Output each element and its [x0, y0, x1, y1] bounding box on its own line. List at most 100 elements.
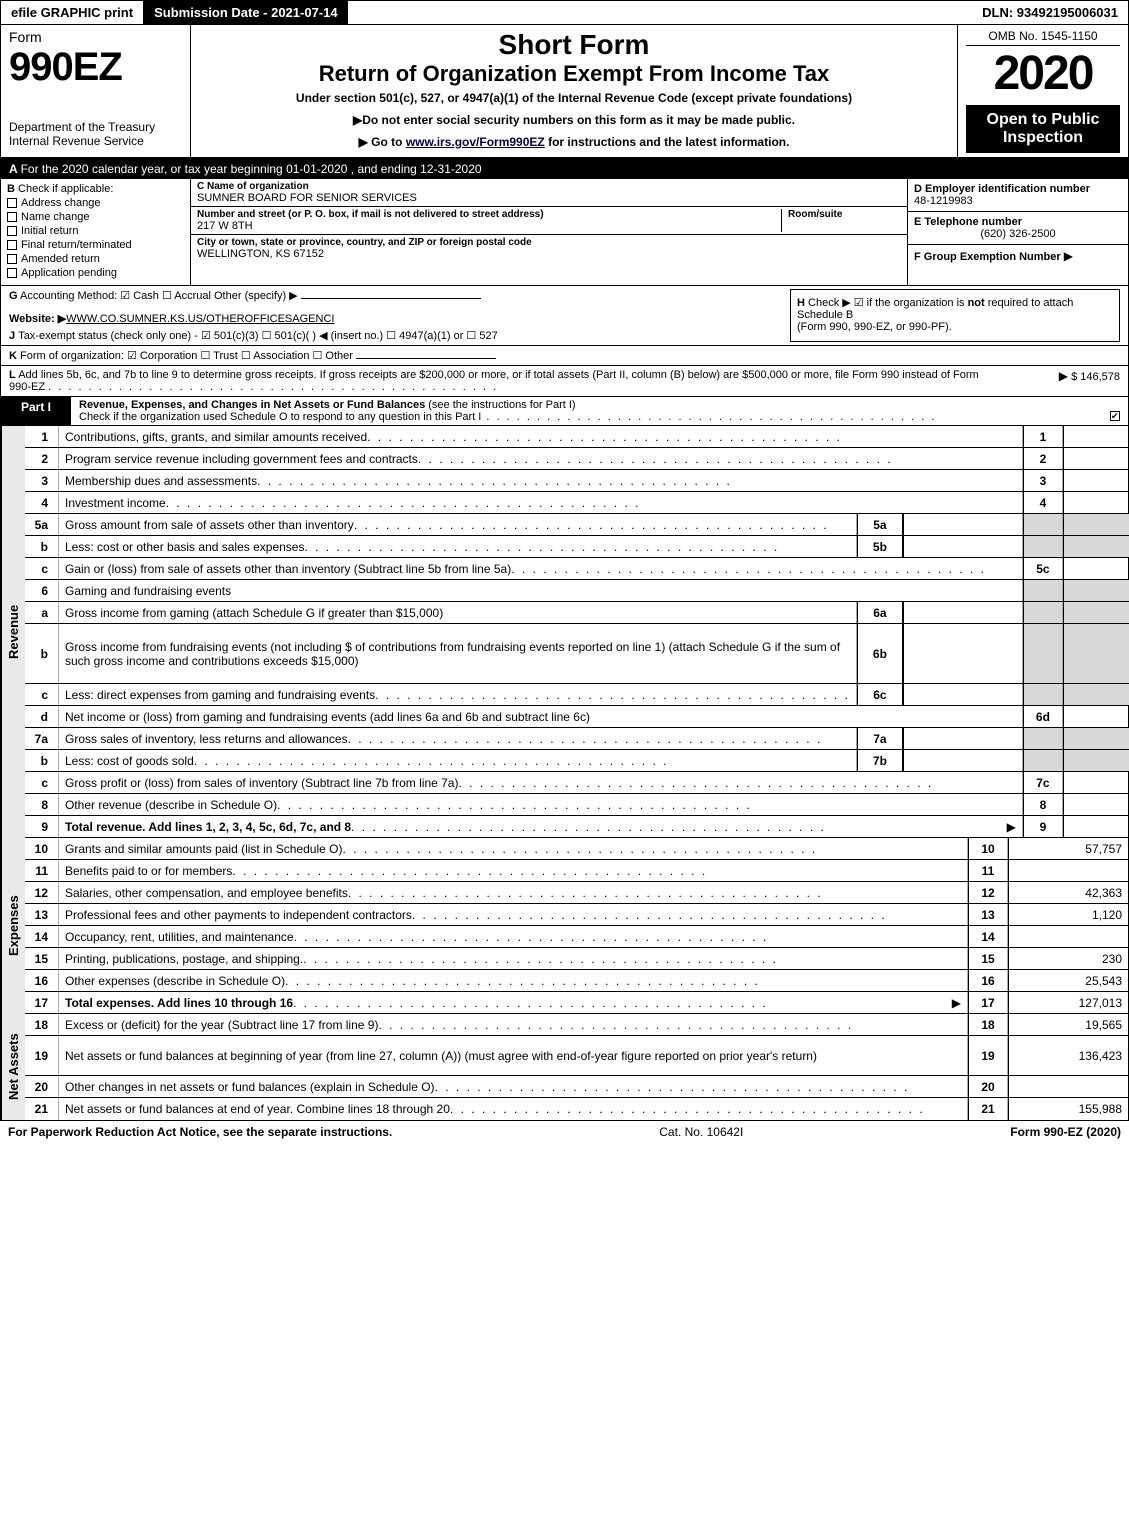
out-line-num: 19	[968, 1036, 1008, 1075]
line-desc: Less: direct expenses from gaming and fu…	[65, 688, 375, 702]
row-7b: b Less: cost of goods sold 7b	[25, 750, 1129, 772]
tel-label: E Telephone number	[914, 216, 1122, 228]
line-value: 146,578	[1063, 816, 1129, 837]
line-value: 1,082	[1063, 448, 1129, 469]
line-value: 1,120	[1008, 904, 1128, 925]
revenue-section: Revenue 1 Contributions, gifts, grants, …	[1, 426, 1128, 838]
line-desc: Gaming and fundraising events	[65, 584, 231, 598]
part-1-header: Part I Revenue, Expenses, and Changes in…	[1, 397, 1128, 426]
gross-receipts-amount: $ 146,578	[1071, 371, 1120, 383]
check-address-change[interactable]: Address change	[7, 197, 184, 209]
line-value	[1063, 624, 1129, 683]
efile-print-button[interactable]: efile GRAPHIC print	[1, 1, 144, 24]
checkbox-icon	[7, 268, 17, 278]
line-desc: Contributions, gifts, grants, and simila…	[65, 430, 367, 444]
line-num: 7a	[25, 728, 59, 749]
form-number: 990EZ	[9, 45, 182, 90]
line-value: 145,073	[1063, 426, 1129, 447]
check-amended-return[interactable]: Amended return	[7, 253, 184, 265]
out-line-num	[1023, 728, 1063, 749]
check-initial-return[interactable]: Initial return	[7, 225, 184, 237]
out-line-num: 6d	[1023, 706, 1063, 727]
out-line-num: 21	[968, 1098, 1008, 1120]
line-value: 42,363	[1008, 882, 1128, 903]
line-desc: Net income or (loss) from gaming and fun…	[65, 710, 590, 724]
ssn-warning-text: Do not enter social security numbers on …	[362, 113, 795, 127]
out-line-num: 5c	[1023, 558, 1063, 579]
catalog-number: Cat. No. 10642I	[659, 1125, 743, 1139]
line-desc: Membership dues and assessments	[65, 474, 257, 488]
check-name-change[interactable]: Name change	[7, 211, 184, 223]
arrow-icon	[1064, 251, 1073, 263]
line-num: 1	[25, 426, 59, 447]
line-num: 13	[25, 904, 59, 925]
checkbox-icon	[7, 254, 17, 264]
right-header-block: OMB No. 1545-1150 2020 Open to Public In…	[958, 25, 1128, 157]
out-line-num: 10	[968, 838, 1008, 859]
tax-year: 2020	[966, 46, 1120, 101]
line-num: c	[25, 772, 59, 793]
out-line-num: 8	[1023, 794, 1063, 815]
revenue-band: Revenue	[1, 426, 25, 838]
line-num: 10	[25, 838, 59, 859]
room-label: Room/suite	[788, 209, 901, 220]
open-to-public: Open to Public Inspection	[966, 105, 1120, 153]
section-b: B Check if applicable: Address change Na…	[1, 179, 191, 285]
line-desc: Gross amount from sale of assets other t…	[65, 518, 354, 532]
line-value: 155	[1063, 794, 1129, 815]
line-desc: Other changes in net assets or fund bala…	[65, 1080, 435, 1094]
spacer	[348, 1, 973, 24]
out-line-num: 1	[1023, 426, 1063, 447]
out-line-num: 13	[968, 904, 1008, 925]
inner-value	[903, 624, 1023, 683]
line-desc: Less: cost of goods sold	[65, 754, 194, 768]
row-6: 6 Gaming and fundraising events	[25, 580, 1129, 602]
dept-irs: Internal Revenue Service	[9, 134, 182, 148]
line-h-post2: (Form 990, 990-EZ, or 990-PF).	[797, 321, 952, 333]
line-value	[1063, 728, 1129, 749]
line-desc: Other revenue (describe in Schedule O)	[65, 798, 277, 812]
line-desc: Net assets or fund balances at beginning…	[65, 1049, 817, 1063]
section-def: D Employer identification number 48-1219…	[908, 179, 1128, 285]
instructions-link[interactable]: www.irs.gov/Form990EZ	[406, 135, 545, 149]
line-value	[1008, 926, 1128, 947]
schedule-o-checkbox[interactable]	[1110, 411, 1120, 421]
line-g-h: G Accounting Method: ☑ Cash ☐ Accrual Ot…	[1, 286, 1128, 346]
website-url[interactable]: WWW.CO.SUMNER.KS.US/OTHEROFFICESAGENCI	[66, 313, 334, 325]
check-label: Address change	[21, 197, 101, 209]
line-num: 14	[25, 926, 59, 947]
out-line-num: 11	[968, 860, 1008, 881]
line-desc: Total revenue. Add lines 1, 2, 3, 4, 5c,…	[65, 820, 351, 834]
row-12: 12 Salaries, other compensation, and emp…	[25, 882, 1128, 904]
ssn-warning: Do not enter social security numbers on …	[199, 113, 949, 127]
row-16: 16 Other expenses (describe in Schedule …	[25, 970, 1128, 992]
out-line-num	[1023, 750, 1063, 771]
city-state-zip: WELLINGTON, KS 67152	[197, 248, 901, 260]
inner-value	[903, 514, 1023, 535]
out-line-num	[1023, 684, 1063, 705]
expenses-section: Expenses 10 Grants and similar amounts p…	[1, 838, 1128, 1014]
row-5c: c Gain or (loss) from sale of assets oth…	[25, 558, 1129, 580]
row-19: 19 Net assets or fund balances at beginn…	[25, 1036, 1128, 1076]
out-line-num: 12	[968, 882, 1008, 903]
title-block: Short Form Return of Organization Exempt…	[191, 25, 958, 157]
line-num: 19	[25, 1036, 59, 1075]
row-4: 4 Investment income 4 268	[25, 492, 1129, 514]
tel-row: E Telephone number (620) 326-2500	[908, 212, 1128, 245]
checkbox-icon	[7, 226, 17, 236]
row-6d: d Net income or (loss) from gaming and f…	[25, 706, 1129, 728]
inner-line-num: 5a	[857, 514, 903, 535]
out-line-num: 20	[968, 1076, 1008, 1097]
line-num: c	[25, 684, 59, 705]
out-line-num: 3	[1023, 470, 1063, 491]
line-desc: Printing, publications, postage, and shi…	[65, 952, 303, 966]
check-final-return[interactable]: Final return/terminated	[7, 239, 184, 251]
line-num: b	[25, 750, 59, 771]
org-name-row: C Name of organization SUMNER BOARD FOR …	[191, 179, 907, 207]
org-name-label: C Name of organization	[197, 181, 901, 192]
line-k: K Form of organization: ☑ Corporation ☐ …	[1, 346, 1128, 366]
line-desc: Net assets or fund balances at end of ye…	[65, 1102, 450, 1116]
check-application-pending[interactable]: Application pending	[7, 267, 184, 279]
inner-line-num: 6a	[857, 602, 903, 623]
title-note: Under section 501(c), 527, or 4947(a)(1)…	[199, 91, 949, 105]
